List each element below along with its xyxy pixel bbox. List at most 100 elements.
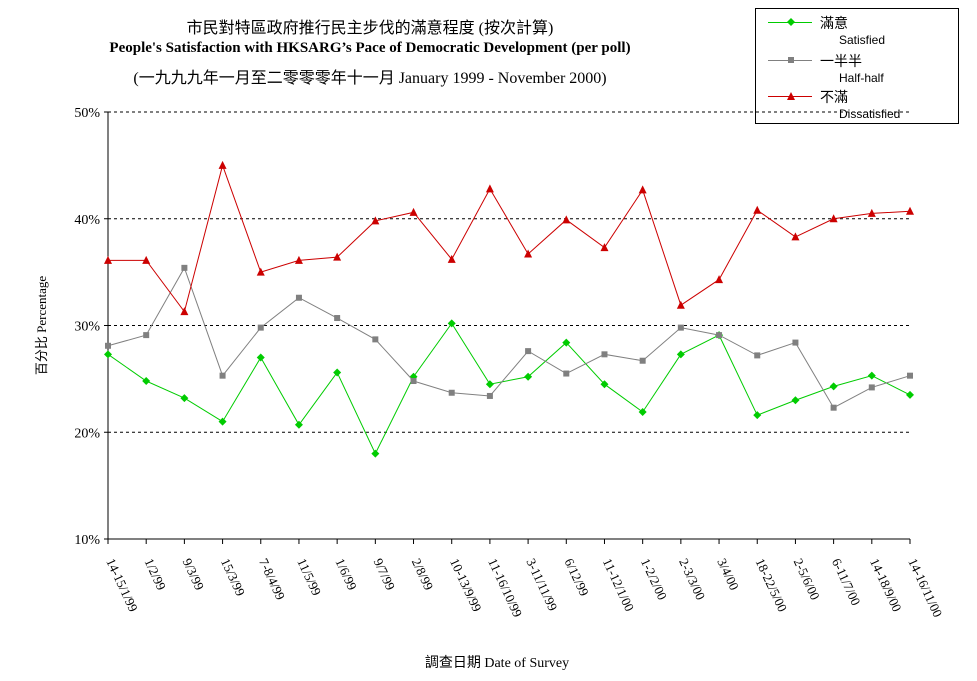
legend-label-zh: 滿意 (820, 17, 848, 32)
data-point-satisfied (867, 371, 876, 380)
legend-label-en: Half-half (839, 71, 884, 85)
x-tick-label: 14-15/1/99 (103, 556, 141, 614)
data-point-satisfied (447, 319, 456, 328)
data-point-dissatisfied (104, 255, 112, 264)
data-point-half-half (907, 372, 913, 379)
data-point-satisfied (333, 368, 342, 377)
data-point-half-half (334, 315, 341, 322)
data-point-half-half (219, 372, 226, 379)
y-tick-label: 10% (74, 533, 100, 548)
x-tick-label: 14-16/11/00 (905, 556, 945, 620)
x-tick-label: 7-8/4/99 (256, 556, 288, 602)
x-tick-label: 6-11/7/00 (829, 556, 864, 608)
data-point-satisfied (142, 377, 151, 386)
x-tick-label: 2/8/99 (409, 556, 437, 592)
square-marker-icon (788, 57, 794, 63)
data-point-half-half (563, 370, 570, 377)
y-tick-label: 50% (74, 106, 100, 121)
data-point-satisfied (676, 350, 685, 359)
data-point-dissatisfied (753, 205, 762, 214)
x-tick-label: 2-3/3/00 (676, 556, 708, 602)
data-point-satisfied (371, 449, 380, 458)
x-tick-label: 1/2/99 (141, 556, 169, 592)
data-point-half-half (295, 294, 302, 301)
data-point-dissatisfied (524, 249, 533, 258)
data-point-satisfied (485, 380, 494, 389)
legend-item-satisfied: 滿意 Satisfied (756, 13, 956, 49)
data-point-satisfied (256, 353, 265, 362)
x-tick-label: 2-5/6/00 (791, 556, 823, 602)
data-point-half-half (143, 332, 150, 339)
x-tick-label: 3-11/11/99 (523, 556, 560, 613)
data-point-dissatisfied (256, 267, 265, 276)
data-point-half-half (716, 332, 723, 339)
data-point-satisfied (753, 411, 762, 420)
chart-subtitle-period: (一九九九年一月至二零零零年十一月 January 1999 - Novembe… (133, 70, 607, 87)
x-tick-label: 1-2/2/00 (638, 556, 670, 602)
chart-title-english: People's Satisfaction with HKSARG’s Pace… (109, 40, 631, 56)
x-tick-label: 11-12/1/00 (600, 556, 638, 614)
data-point-dissatisfied (600, 243, 609, 252)
data-point-dissatisfied (180, 307, 189, 316)
data-point-dissatisfied (218, 160, 227, 169)
data-point-dissatisfied (867, 208, 876, 217)
x-tick-label: 10-13/9/99 (447, 556, 485, 614)
y-tick-label: 30% (74, 320, 100, 335)
data-point-dissatisfied (409, 207, 418, 216)
data-point-satisfied (829, 382, 838, 391)
series-line-triangle (108, 163, 911, 313)
x-tick-label: 15/3/99 (218, 556, 248, 598)
data-point-half-half (181, 264, 188, 271)
data-point-dissatisfied (791, 232, 800, 241)
data-point-dissatisfied (371, 216, 380, 225)
data-point-satisfied (524, 372, 533, 381)
data-point-satisfied (791, 396, 800, 405)
x-tick-label: 9/7/99 (371, 556, 399, 592)
data-point-satisfied (562, 338, 571, 347)
data-point-dissatisfied (829, 214, 838, 223)
data-point-satisfied (600, 380, 609, 389)
chart-legend: 滿意 Satisfied 一半半 Half-half 不滿 Dissatisfi… (755, 8, 959, 124)
legend-label-zh: 一半半 (820, 55, 862, 70)
data-point-half-half (868, 384, 875, 391)
data-point-dissatisfied (676, 300, 685, 309)
x-tick-label: 18-22/5/00 (753, 556, 791, 614)
data-point-satisfied (180, 394, 189, 403)
data-point-dissatisfied (294, 255, 303, 264)
data-point-half-half (372, 336, 379, 343)
chart-title-chinese: 市民對特區政府推行民主步伐的滿意程度 (按次計算) (186, 20, 554, 37)
data-point-half-half (257, 324, 264, 331)
x-axis-title: 調查日期 Date of Survey (425, 655, 569, 671)
data-point-half-half (792, 339, 799, 346)
diamond-marker-icon (787, 18, 795, 26)
triangle-marker-icon (787, 92, 795, 100)
data-point-satisfied (906, 390, 914, 399)
y-tick-label: 20% (74, 426, 100, 441)
data-point-half-half (601, 351, 608, 358)
legend-label-en: Dissatisfied (839, 107, 901, 121)
data-point-dissatisfied (562, 215, 571, 224)
data-point-dissatisfied (485, 184, 494, 193)
data-point-half-half (677, 324, 684, 331)
series-line-diamond (107, 322, 911, 455)
data-point-half-half (754, 352, 761, 359)
data-point-half-half (639, 357, 646, 364)
x-tick-label: 11/5/99 (294, 556, 324, 598)
data-point-dissatisfied (333, 252, 342, 261)
data-point-half-half (486, 392, 493, 399)
data-point-dissatisfied (638, 185, 647, 194)
x-tick-label: 3/4/00 (714, 556, 742, 592)
legend-label-zh: 不滿 (820, 91, 848, 106)
legend-label-en: Satisfied (839, 33, 886, 47)
data-point-dissatisfied (142, 255, 151, 264)
x-tick-label: 1/6/99 (332, 556, 360, 592)
series-line-square (107, 266, 911, 409)
data-point-half-half (830, 404, 837, 411)
legend-item-half-half: 一半半 Half-half (756, 51, 956, 87)
x-tick-label: 9/3/99 (180, 556, 208, 592)
data-point-dissatisfied (715, 275, 724, 284)
data-point-satisfied (104, 350, 112, 359)
x-tick-label: 11-16/10/99 (485, 556, 525, 620)
data-point-half-half (448, 389, 455, 396)
data-point-half-half (525, 348, 532, 355)
